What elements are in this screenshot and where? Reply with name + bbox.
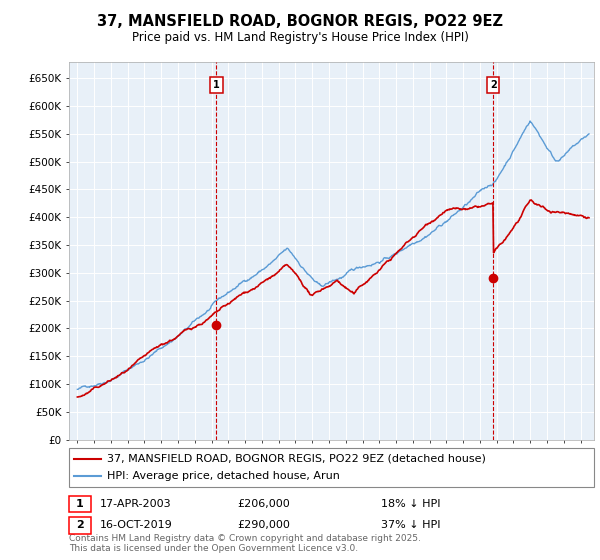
Text: £206,000: £206,000 [237, 499, 290, 509]
Text: 16-OCT-2019: 16-OCT-2019 [100, 520, 172, 530]
Text: Price paid vs. HM Land Registry's House Price Index (HPI): Price paid vs. HM Land Registry's House … [131, 31, 469, 44]
Text: £290,000: £290,000 [237, 520, 290, 530]
Text: 2: 2 [76, 520, 83, 530]
Text: HPI: Average price, detached house, Arun: HPI: Average price, detached house, Arun [107, 471, 340, 481]
Text: 1: 1 [76, 499, 83, 509]
Text: 37% ↓ HPI: 37% ↓ HPI [381, 520, 440, 530]
Text: 18% ↓ HPI: 18% ↓ HPI [381, 499, 440, 509]
Text: Contains HM Land Registry data © Crown copyright and database right 2025.
This d: Contains HM Land Registry data © Crown c… [69, 534, 421, 553]
Text: 1: 1 [213, 80, 220, 90]
Text: 17-APR-2003: 17-APR-2003 [100, 499, 171, 509]
Text: 2: 2 [490, 80, 497, 90]
Text: 37, MANSFIELD ROAD, BOGNOR REGIS, PO22 9EZ: 37, MANSFIELD ROAD, BOGNOR REGIS, PO22 9… [97, 14, 503, 29]
Text: 37, MANSFIELD ROAD, BOGNOR REGIS, PO22 9EZ (detached house): 37, MANSFIELD ROAD, BOGNOR REGIS, PO22 9… [107, 454, 485, 464]
